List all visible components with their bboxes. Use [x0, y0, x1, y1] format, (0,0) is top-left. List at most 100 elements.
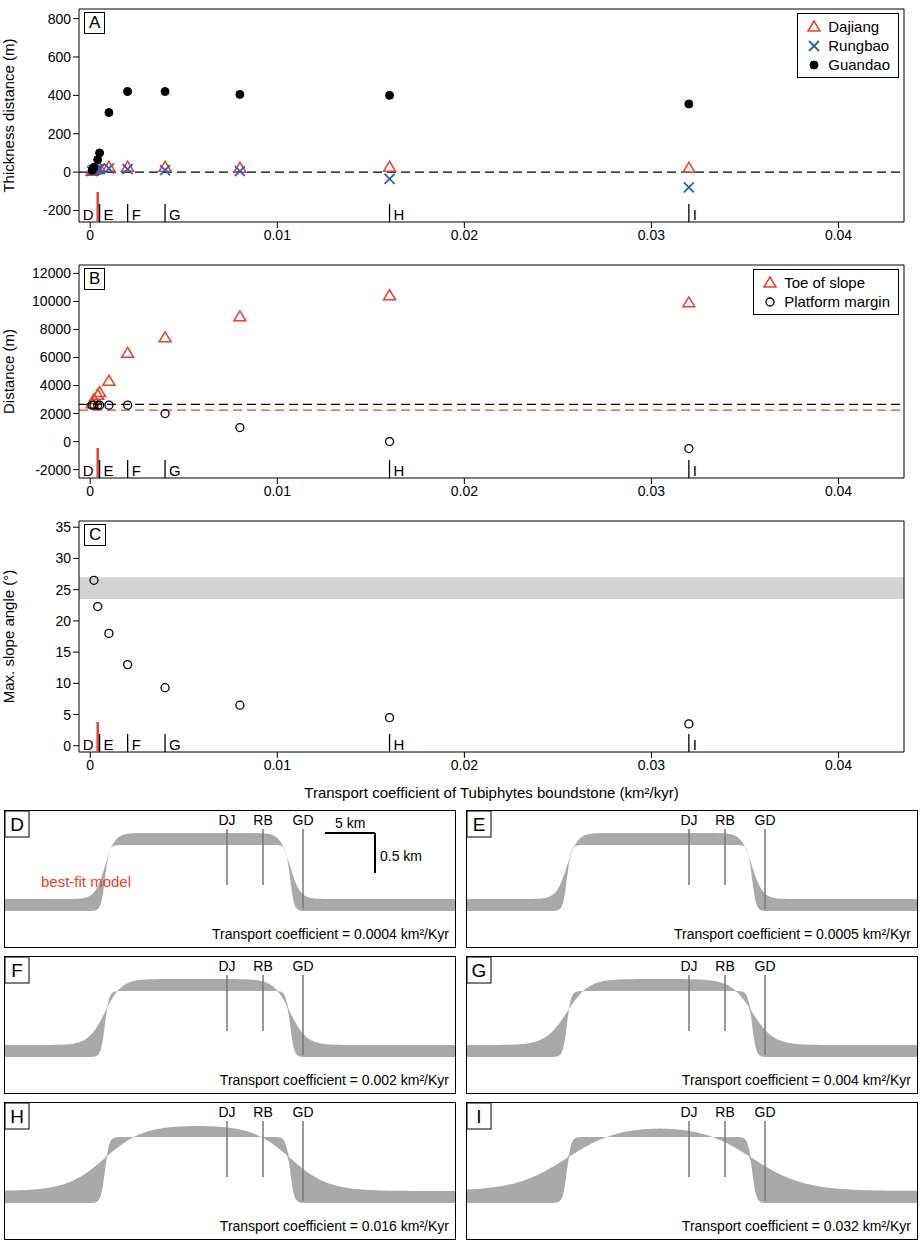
svg-text:G: G [169, 462, 181, 479]
svg-text:best-fit model: best-fit model [41, 873, 131, 890]
svg-text:Transport coefficient = 0.016: Transport coefficient = 0.016 km²/Kyr [220, 1218, 449, 1234]
svg-text:RB: RB [715, 1104, 734, 1120]
svg-text:0.02: 0.02 [451, 483, 478, 499]
svg-text:F: F [132, 736, 141, 753]
html-text:Toe of slope: Toe of slope [784, 274, 865, 291]
svg-text:600: 600 [48, 49, 72, 65]
svg-text:GD: GD [293, 958, 314, 974]
svg-text:Transport coefficient = 0.0005: Transport coefficient = 0.0005 km²/Kyr [674, 926, 911, 942]
svg-text:0.04: 0.04 [825, 757, 852, 773]
svg-text:Transport coefficient = 0.002: Transport coefficient = 0.002 km²/Kyr [220, 1072, 449, 1088]
html-text:Rungbao: Rungbao [828, 37, 890, 54]
svg-text:0.04: 0.04 [825, 227, 852, 243]
svg-text:Transport coefficient = 0.004: Transport coefficient = 0.004 km²/Kyr [682, 1072, 911, 1088]
svg-text:GD: GD [293, 1104, 314, 1120]
svg-text:I: I [693, 462, 697, 479]
svg-text:GD: GD [755, 812, 776, 828]
svg-text:DJ: DJ [218, 958, 235, 974]
svg-text:DJ: DJ [680, 1104, 697, 1120]
svg-text:D: D [83, 206, 94, 223]
html-text:A: A [89, 13, 101, 32]
svg-text:G: G [169, 736, 181, 753]
svg-text:D: D [10, 814, 24, 835]
svg-text:20: 20 [55, 613, 71, 629]
svg-text:E: E [473, 814, 486, 835]
svg-text:D: D [83, 462, 94, 479]
svg-text:0.01: 0.01 [264, 227, 291, 243]
svg-text:30: 30 [55, 550, 71, 566]
svg-text:Max. slope angle (°): Max. slope angle (°) [0, 570, 17, 704]
html-text:C: C [89, 525, 102, 544]
svg-text:I: I [693, 206, 697, 223]
svg-text:4000: 4000 [40, 377, 71, 393]
svg-text:10: 10 [55, 675, 71, 691]
svg-text:RB: RB [253, 1104, 272, 1120]
svg-text:0.01: 0.01 [264, 483, 291, 499]
svg-text:Transport coefficient of Tubip: Transport coefficient of Tubiphytes boun… [304, 784, 678, 801]
svg-text:0: 0 [63, 164, 71, 180]
html-text:Guandao: Guandao [828, 56, 890, 73]
svg-text:0: 0 [63, 434, 71, 450]
svg-text:15: 15 [55, 644, 71, 660]
svg-text:F: F [132, 206, 141, 223]
svg-text:RB: RB [253, 812, 272, 828]
svg-text:I: I [476, 1106, 481, 1127]
svg-text:0: 0 [63, 738, 71, 754]
svg-text:G: G [472, 960, 487, 981]
svg-text:5 km: 5 km [335, 815, 365, 831]
svg-text:DJ: DJ [680, 812, 697, 828]
svg-text:0.03: 0.03 [638, 227, 665, 243]
svg-text:0.02: 0.02 [451, 227, 478, 243]
svg-text:6000: 6000 [40, 349, 71, 365]
svg-text:0: 0 [86, 757, 94, 773]
svg-text:200: 200 [48, 126, 72, 142]
html-text:Dajiang: Dajiang [828, 18, 880, 35]
svg-text:Distance (m): Distance (m) [0, 329, 17, 414]
svg-text:10000: 10000 [32, 293, 71, 309]
svg-text:GD: GD [755, 958, 776, 974]
svg-text:25: 25 [55, 582, 71, 598]
svg-text:GD: GD [293, 812, 314, 828]
svg-text:DJ: DJ [218, 1104, 235, 1120]
svg-text:DJ: DJ [680, 958, 697, 974]
svg-text:-2000: -2000 [35, 462, 71, 478]
svg-text:12000: 12000 [32, 265, 71, 281]
svg-text:0.5 km: 0.5 km [380, 848, 422, 864]
svg-text:5: 5 [63, 707, 71, 723]
svg-text:RB: RB [715, 958, 734, 974]
svg-text:0.03: 0.03 [638, 483, 665, 499]
svg-text:0.01: 0.01 [264, 757, 291, 773]
svg-text:0: 0 [86, 227, 94, 243]
svg-text:F: F [132, 462, 141, 479]
svg-text:-200: -200 [43, 202, 71, 218]
svg-text:H: H [394, 206, 405, 223]
svg-text:F: F [11, 960, 23, 981]
svg-text:D: D [83, 736, 94, 753]
svg-text:35: 35 [55, 519, 71, 535]
svg-text:DJ: DJ [218, 812, 235, 828]
svg-text:0.03: 0.03 [638, 757, 665, 773]
svg-text:E: E [104, 462, 114, 479]
svg-text:0: 0 [86, 483, 94, 499]
svg-text:800: 800 [48, 11, 72, 27]
svg-text:RB: RB [253, 958, 272, 974]
svg-text:8000: 8000 [40, 321, 71, 337]
html-text:B: B [89, 269, 101, 288]
svg-text:0.04: 0.04 [825, 483, 852, 499]
svg-text:0.02: 0.02 [451, 757, 478, 773]
html-text:Platform margin: Platform margin [784, 293, 890, 310]
svg-text:H: H [394, 462, 405, 479]
svg-text:Transport coefficient = 0.032: Transport coefficient = 0.032 km²/Kyr [682, 1218, 911, 1234]
svg-text:RB: RB [715, 812, 734, 828]
svg-text:E: E [104, 736, 114, 753]
svg-text:H: H [10, 1106, 24, 1127]
svg-text:Thickness distance (m): Thickness distance (m) [0, 38, 17, 192]
svg-text:400: 400 [48, 87, 72, 103]
svg-text:I: I [693, 736, 697, 753]
svg-text:2000: 2000 [40, 406, 71, 422]
svg-text:Transport coefficient = 0.0004: Transport coefficient = 0.0004 km²/Kyr [212, 926, 449, 942]
svg-text:GD: GD [755, 1104, 776, 1120]
svg-text:G: G [169, 206, 181, 223]
svg-text:E: E [104, 206, 114, 223]
svg-text:H: H [394, 736, 405, 753]
